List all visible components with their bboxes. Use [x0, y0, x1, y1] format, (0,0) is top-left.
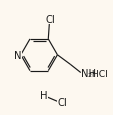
Text: Cl: Cl — [45, 14, 54, 24]
Text: N: N — [14, 50, 21, 60]
Text: NH: NH — [81, 69, 95, 78]
Text: H: H — [39, 91, 47, 100]
Text: 2: 2 — [87, 72, 91, 77]
Text: Cl: Cl — [57, 97, 66, 107]
Text: ·HCl: ·HCl — [88, 69, 107, 78]
